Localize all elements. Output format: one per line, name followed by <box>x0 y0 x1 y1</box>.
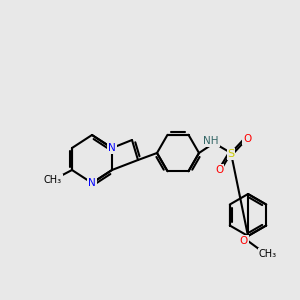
Text: CH₃: CH₃ <box>259 249 277 259</box>
Text: N: N <box>88 178 96 188</box>
Text: NH: NH <box>203 136 219 146</box>
Text: N: N <box>108 143 116 153</box>
Text: O: O <box>215 165 223 175</box>
Text: O: O <box>240 236 248 246</box>
Text: S: S <box>227 149 235 159</box>
Text: CH₃: CH₃ <box>44 175 62 185</box>
Text: O: O <box>243 134 251 144</box>
